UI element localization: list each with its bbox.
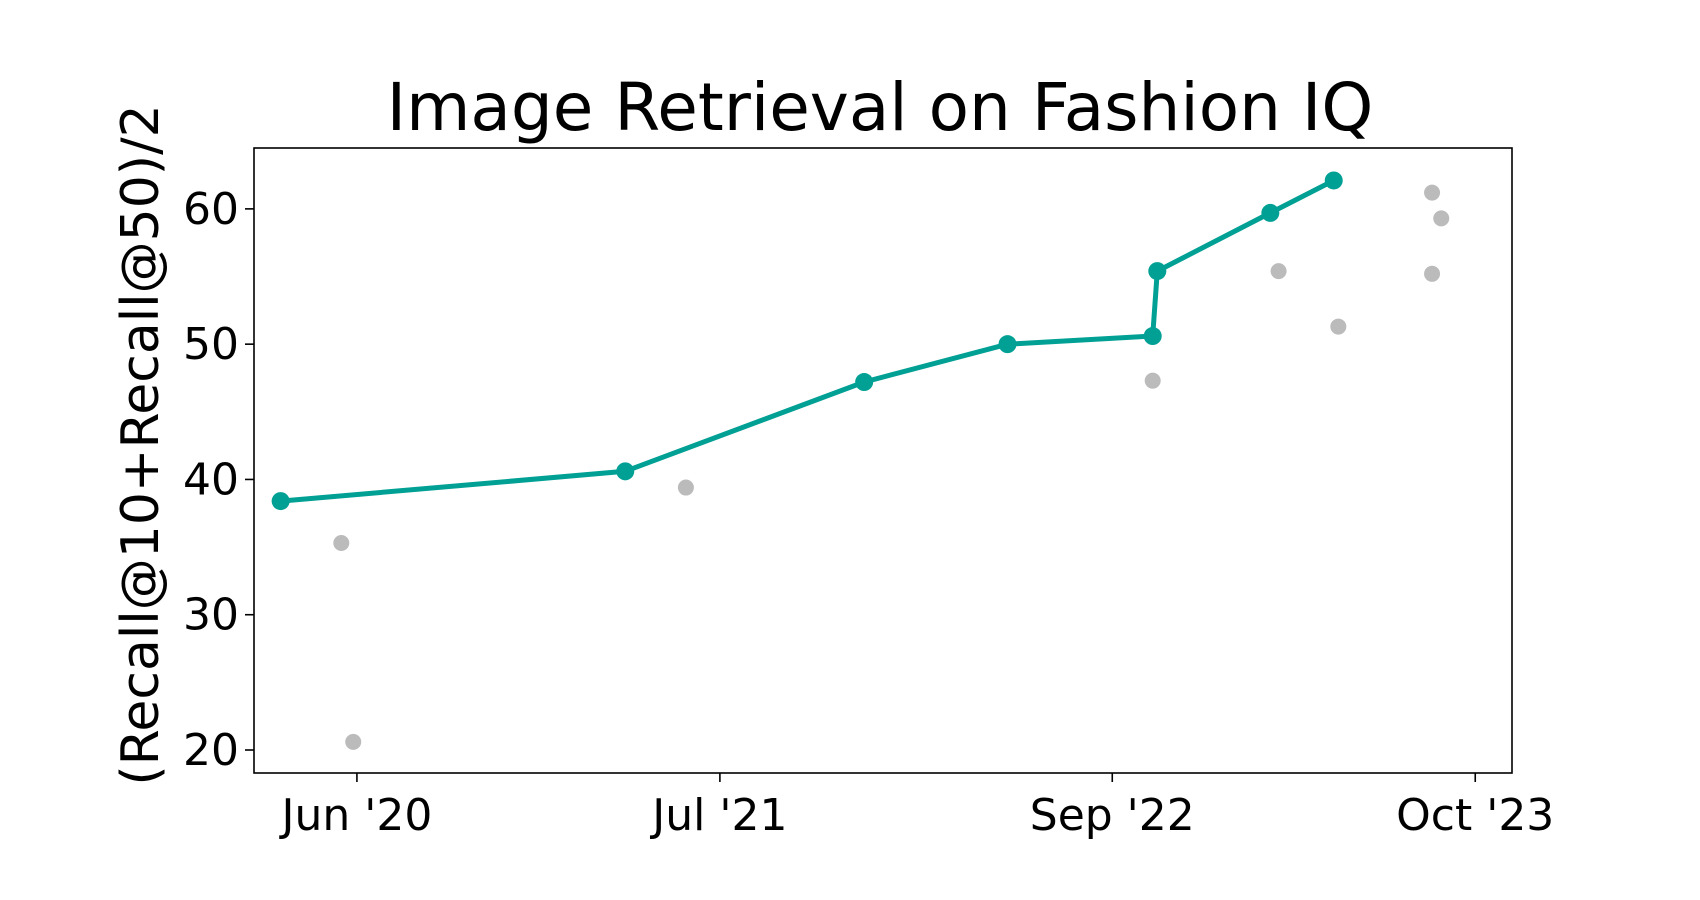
x-tick-label: Jul '21 [649,790,787,841]
other-data-point [1330,318,1347,335]
chart-title: Image Retrieval on Fashion IQ [387,69,1374,146]
sota-data-point [998,335,1017,354]
y-tick-label: 60 [183,184,239,235]
other-data-point [1270,263,1287,280]
other-data-point [1424,184,1441,201]
sota-data-point [1148,262,1167,281]
other-data-point [677,479,694,496]
other-data-point [333,535,350,552]
sota-points-group [271,171,1343,511]
y-axis-label: (Recall@10+Recall@50)/2 [111,104,171,785]
x-tick-label: Sep '22 [1030,790,1195,841]
sota-data-point [855,373,874,392]
sota-data-point [616,462,635,481]
other-points-group [333,184,1450,750]
sota-series-line [278,178,1337,504]
other-data-point [1424,265,1441,282]
y-tick-label: 30 [183,590,239,641]
plot-frame [253,147,1513,774]
sota-data-point [1324,171,1343,190]
sota-data-point [271,492,290,511]
plot-area [271,171,1450,750]
y-tick-label: 40 [183,454,239,505]
y-tick-label: 50 [183,319,239,370]
other-data-point [1433,210,1450,227]
y-tick-label: 20 [183,725,239,776]
x-tick-label: Oct '23 [1396,790,1554,841]
x-tick-label: Jun '20 [279,790,433,841]
other-data-point [1144,372,1161,389]
x-axis-ticks: Jun '20 Jul '21 Sep '22 Oct '23 [279,773,1554,841]
other-data-point [345,733,362,750]
sota-data-point [1143,327,1162,346]
y-axis-ticks: 20 30 40 50 60 [183,184,254,776]
sota-data-point [1261,203,1280,222]
